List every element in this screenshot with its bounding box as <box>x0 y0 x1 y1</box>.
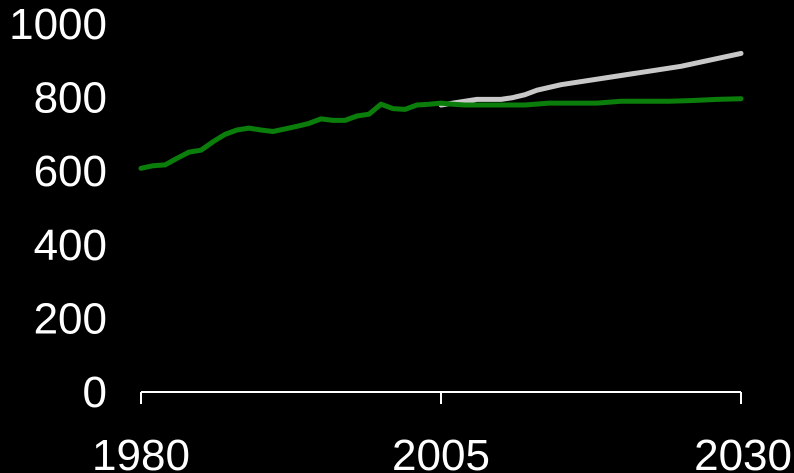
x-tick-label: 1980 <box>92 431 190 473</box>
y-tick-label: 600 <box>34 147 107 196</box>
y-tick-label: 800 <box>34 74 107 123</box>
y-tick-label: 0 <box>83 368 107 417</box>
y-tick-label: 1000 <box>9 0 107 49</box>
x-tick-label: 2005 <box>392 431 490 473</box>
y-tick-label: 200 <box>34 294 107 343</box>
series-line-green <box>138 96 744 171</box>
x-axis-tick-labels: 1980 2005 2030 <box>92 431 792 473</box>
x-axis-tick-marks <box>140 392 742 404</box>
y-axis-tick-labels: 0 200 400 600 800 1000 <box>9 0 107 417</box>
series-line-gray <box>438 50 744 108</box>
x-tick-label: 2030 <box>694 431 792 473</box>
y-tick-label: 400 <box>34 221 107 270</box>
series-lines <box>138 50 744 171</box>
